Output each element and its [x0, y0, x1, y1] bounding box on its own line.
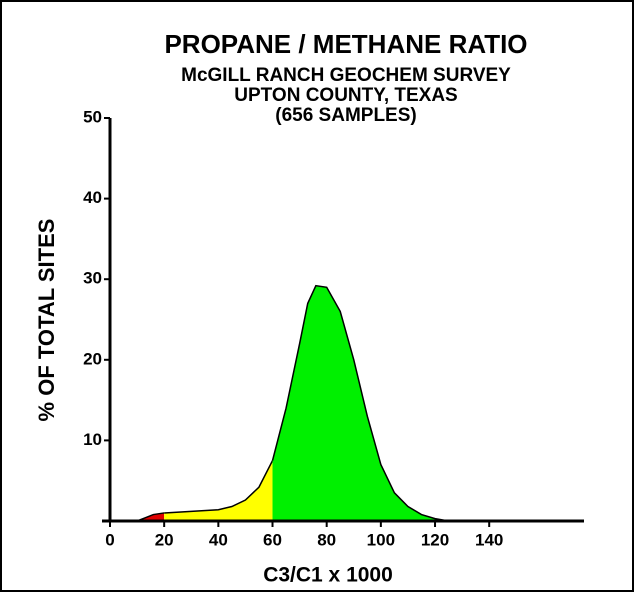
area-outline	[136, 512, 165, 522]
x-tick-label: 120	[421, 530, 449, 549]
y-tick-label: 40	[83, 188, 102, 207]
x-tick-label: 140	[475, 530, 503, 549]
y-tick-label: 10	[83, 430, 102, 449]
subtitle: UPTON COUNTY, TEXAS	[234, 85, 457, 106]
x-axis-label: C3/C1 x 1000	[263, 564, 393, 587]
y-tick-label: 20	[83, 349, 102, 368]
subtitle: McGILL RANCH GEOCHEM SURVEY	[181, 65, 511, 86]
x-tick-label: 20	[155, 530, 174, 549]
chart-title: PROPANE / METHANE RATIO	[164, 29, 527, 59]
x-tick-label: 0	[105, 530, 114, 549]
x-tick-label: 60	[263, 530, 282, 549]
area	[164, 460, 273, 521]
area-outline	[271, 284, 449, 522]
y-tick-label: 30	[83, 269, 102, 288]
y-tick-label: 50	[83, 107, 102, 126]
y-axis-label: % OF TOTAL SITES	[34, 219, 59, 422]
area-outline	[164, 460, 274, 514]
area	[272, 285, 449, 521]
x-tick-label: 100	[367, 530, 395, 549]
subtitle: (656 SAMPLES)	[275, 105, 416, 126]
x-tick-label: 40	[209, 530, 228, 549]
x-tick-label: 80	[317, 530, 336, 549]
